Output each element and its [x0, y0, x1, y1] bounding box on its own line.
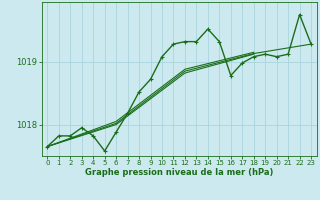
X-axis label: Graphe pression niveau de la mer (hPa): Graphe pression niveau de la mer (hPa)	[85, 168, 273, 177]
